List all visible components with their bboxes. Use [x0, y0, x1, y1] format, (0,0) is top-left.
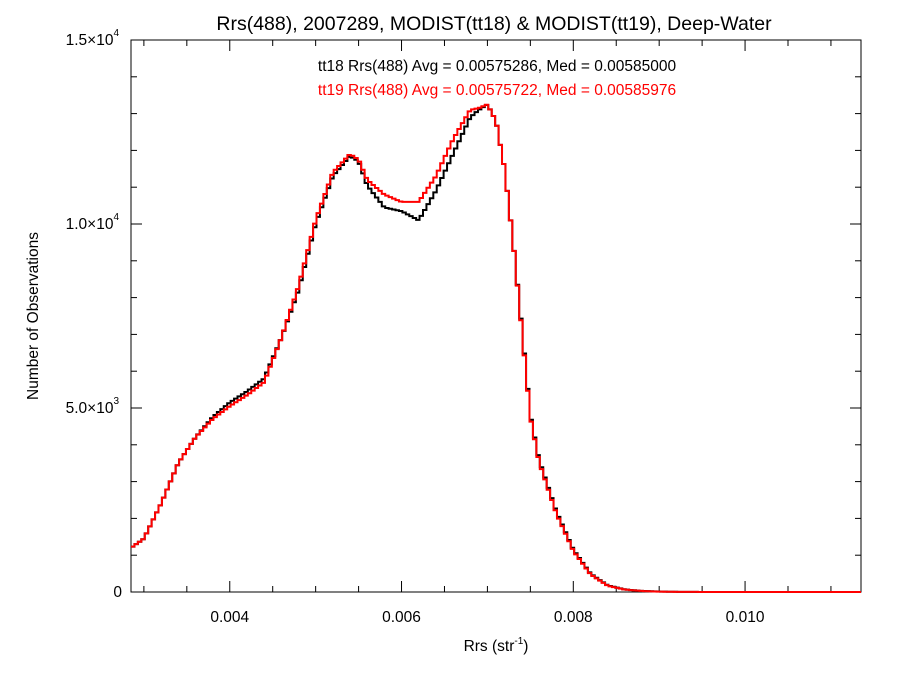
y-tick-label: 5.0×103 — [66, 396, 120, 417]
y-tick-label-text: 5.0×10 — [66, 400, 114, 417]
series-line-tt18 — [131, 103, 861, 593]
y-tick-label-sup: 3 — [113, 396, 119, 407]
y-tick-label-text: 1.5×10 — [66, 32, 114, 49]
x-axis-label-end: ) — [523, 638, 528, 655]
y-tick-label-sup: 4 — [113, 212, 119, 223]
x-axis: 0.004 0.006 0.008 0.010 — [143, 40, 832, 626]
series-layer — [131, 103, 861, 593]
x-tick-label: 0.010 — [726, 609, 765, 626]
series-line-tt19 — [131, 103, 861, 593]
y-tick-label-sup: 4 — [113, 28, 119, 39]
x-axis-label: Rrs (str-1) — [464, 636, 529, 655]
x-tick-label: 0.004 — [210, 609, 249, 626]
y-axis-label: Number of Observations — [25, 232, 42, 400]
annotation-tt18: tt18 Rrs(488) Avg = 0.00575286, Med = 0.… — [318, 58, 677, 75]
x-tick-label: 0.006 — [382, 609, 421, 626]
y-tick-label: 0 — [113, 584, 122, 601]
chart-title: Rrs(488), 2007289, MODIST(tt18) & MODIST… — [216, 13, 772, 35]
plot-frame — [130, 39, 862, 593]
x-tick-label: 0.008 — [554, 609, 593, 626]
y-tick-label: 1.0×104 — [66, 212, 120, 233]
annotation-tt19: tt19 Rrs(488) Avg = 0.00575722, Med = 0.… — [318, 82, 676, 99]
x-axis-label-sup: -1 — [514, 636, 523, 647]
y-tick-label: 1.5×104 — [66, 28, 120, 49]
y-tick-label-text: 0 — [113, 584, 122, 601]
y-tick-label-text: 1.0×10 — [66, 216, 114, 233]
x-axis-label-text: Rrs (str — [464, 638, 515, 655]
